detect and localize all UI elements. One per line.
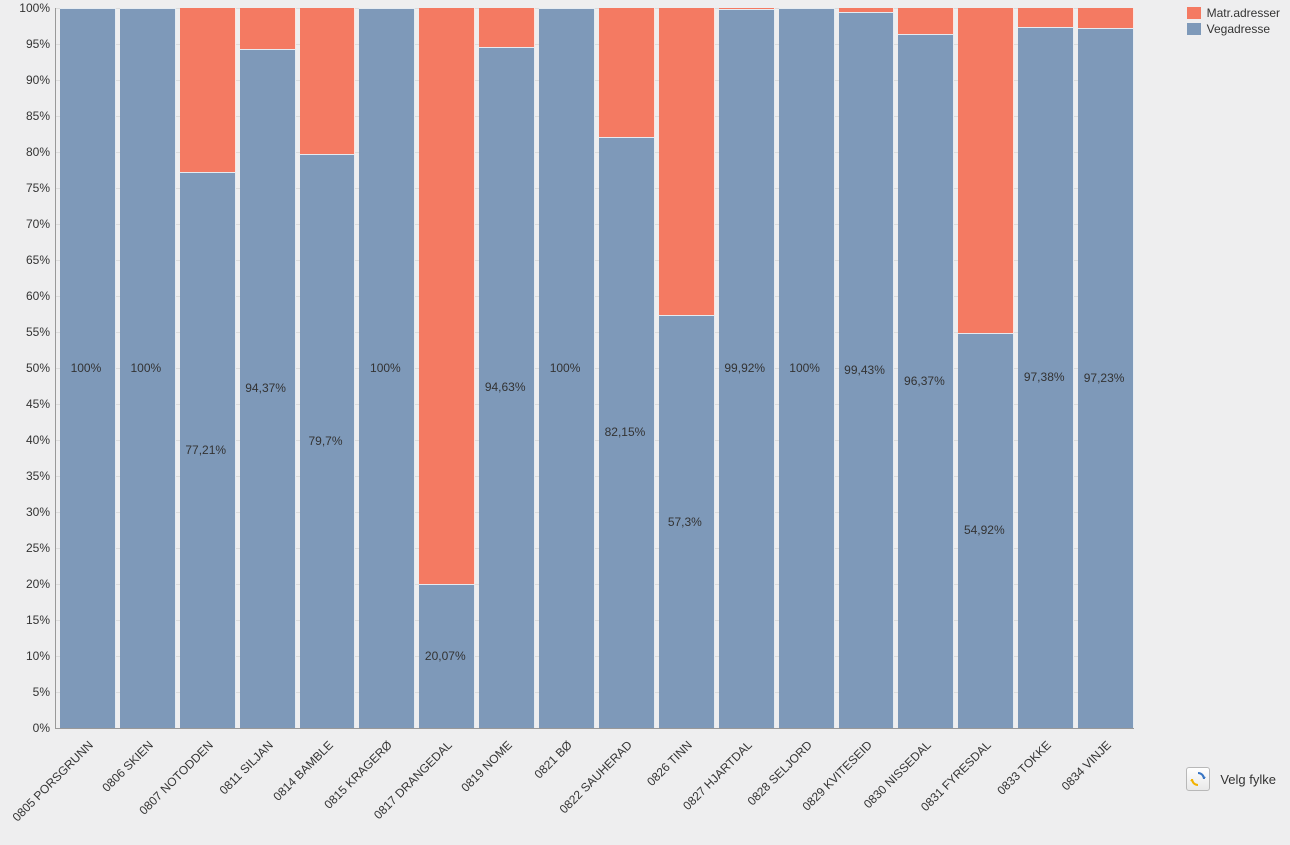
bar-slot: 97,23%0834 VINJE — [1074, 8, 1134, 728]
ytick-label: 85% — [26, 109, 50, 123]
xtick-label: 0819 NOME — [458, 738, 515, 795]
ytick-label: 70% — [26, 217, 50, 231]
bar-vegadresse — [839, 12, 895, 728]
legend-item: Vegadresse — [1187, 22, 1280, 36]
bar-vegadresse — [180, 172, 236, 728]
bar-vegadresse — [419, 584, 475, 729]
xtick-label: 0806 SKIEN — [99, 738, 156, 795]
bar-slot: 99,43%0829 KVITESEID — [835, 8, 895, 728]
select-county-label: Velg fylke — [1220, 772, 1276, 787]
bar-slot: 96,37%0830 NISSEDAL — [894, 8, 954, 728]
ytick-label: 75% — [26, 181, 50, 195]
bar-vegadresse — [300, 154, 356, 728]
legend-item: Matr.adresser — [1187, 6, 1280, 20]
bar-vegadresse — [1018, 27, 1074, 728]
xtick-label: 0814 BAMBLE — [270, 738, 336, 804]
xtick-label: 0821 BØ — [532, 738, 575, 781]
ytick-label: 65% — [26, 253, 50, 267]
ytick-label: 60% — [26, 289, 50, 303]
bars-row: 100%0805 PORSGRUNN100%0806 SKIEN77,21%08… — [56, 8, 1134, 728]
bar-vegadresse — [479, 47, 535, 728]
ytick-label: 35% — [26, 469, 50, 483]
bar-vegadresse — [359, 8, 415, 728]
bar-vegadresse — [1078, 28, 1134, 728]
bar-slot: 99,92%0827 HJARTDAL — [715, 8, 775, 728]
ytick-label: 5% — [33, 685, 50, 699]
ytick-label: 55% — [26, 325, 50, 339]
ytick-label: 30% — [26, 505, 50, 519]
bar-vegadresse — [779, 8, 835, 728]
bar-slot: 100%0821 BØ — [535, 8, 595, 728]
bar-vegadresse — [958, 333, 1014, 728]
bar-vegadresse — [120, 8, 176, 728]
ytick-label: 20% — [26, 577, 50, 591]
bar-slot: 20,07%0817 DRANGEDAL — [415, 8, 475, 728]
ytick-label: 0% — [33, 721, 50, 735]
bar-vegadresse — [240, 49, 296, 728]
ytick-label: 50% — [26, 361, 50, 375]
xtick-label: 0834 VINJE — [1059, 738, 1114, 793]
xtick-label: 0833 TOKKE — [994, 738, 1054, 798]
bar-vegadresse — [719, 9, 775, 728]
ytick-label: 45% — [26, 397, 50, 411]
bar-slot: 100%0805 PORSGRUNN — [56, 8, 116, 728]
bar-slot: 100%0815 KRAGERØ — [355, 8, 415, 728]
bar-slot: 100%0828 SELJORD — [775, 8, 835, 728]
bar-vegadresse — [60, 8, 116, 728]
ytick-label: 100% — [19, 1, 50, 15]
xtick-label: 0811 SILJAN — [216, 738, 275, 797]
bar-vegadresse — [898, 34, 954, 728]
bar-vegadresse — [599, 137, 655, 728]
ytick-label: 90% — [26, 73, 50, 87]
bar-slot: 82,15%0822 SAUHERAD — [595, 8, 655, 728]
plot-area: 100%0805 PORSGRUNN100%0806 SKIEN77,21%08… — [55, 8, 1134, 729]
bar-slot: 79,7%0814 BAMBLE — [296, 8, 356, 728]
xtick-label: 0826 TINN — [644, 738, 695, 789]
legend-swatch — [1187, 23, 1201, 35]
select-county-button[interactable] — [1186, 767, 1210, 791]
ytick-label: 40% — [26, 433, 50, 447]
legend-label: Vegadresse — [1207, 22, 1270, 36]
ytick-label: 95% — [26, 37, 50, 51]
select-county-control: Velg fylke — [1186, 767, 1276, 791]
ytick-label: 80% — [26, 145, 50, 159]
xtick-label: 0805 PORSGRUNN — [10, 738, 96, 824]
bar-slot: 54,92%0831 FYRESDAL — [954, 8, 1014, 728]
bar-slot: 94,37%0811 SILJAN — [236, 8, 296, 728]
bar-slot: 94,63%0819 NOME — [475, 8, 535, 728]
chart-container: 100%0805 PORSGRUNN100%0806 SKIEN77,21%08… — [0, 0, 1290, 845]
legend-label: Matr.adresser — [1207, 6, 1280, 20]
ytick-label: 10% — [26, 649, 50, 663]
legend: Matr.adresser Vegadresse — [1187, 6, 1280, 38]
ytick-label: 25% — [26, 541, 50, 555]
refresh-icon — [1190, 771, 1206, 787]
bar-vegadresse — [539, 8, 595, 728]
ytick-label: 15% — [26, 613, 50, 627]
legend-swatch — [1187, 7, 1201, 19]
bar-slot: 77,21%0807 NOTODDEN — [176, 8, 236, 728]
bar-slot: 57,3%0826 TINN — [655, 8, 715, 728]
bar-slot: 100%0806 SKIEN — [116, 8, 176, 728]
bar-vegadresse — [659, 315, 715, 728]
bar-slot: 97,38%0833 TOKKE — [1014, 8, 1074, 728]
